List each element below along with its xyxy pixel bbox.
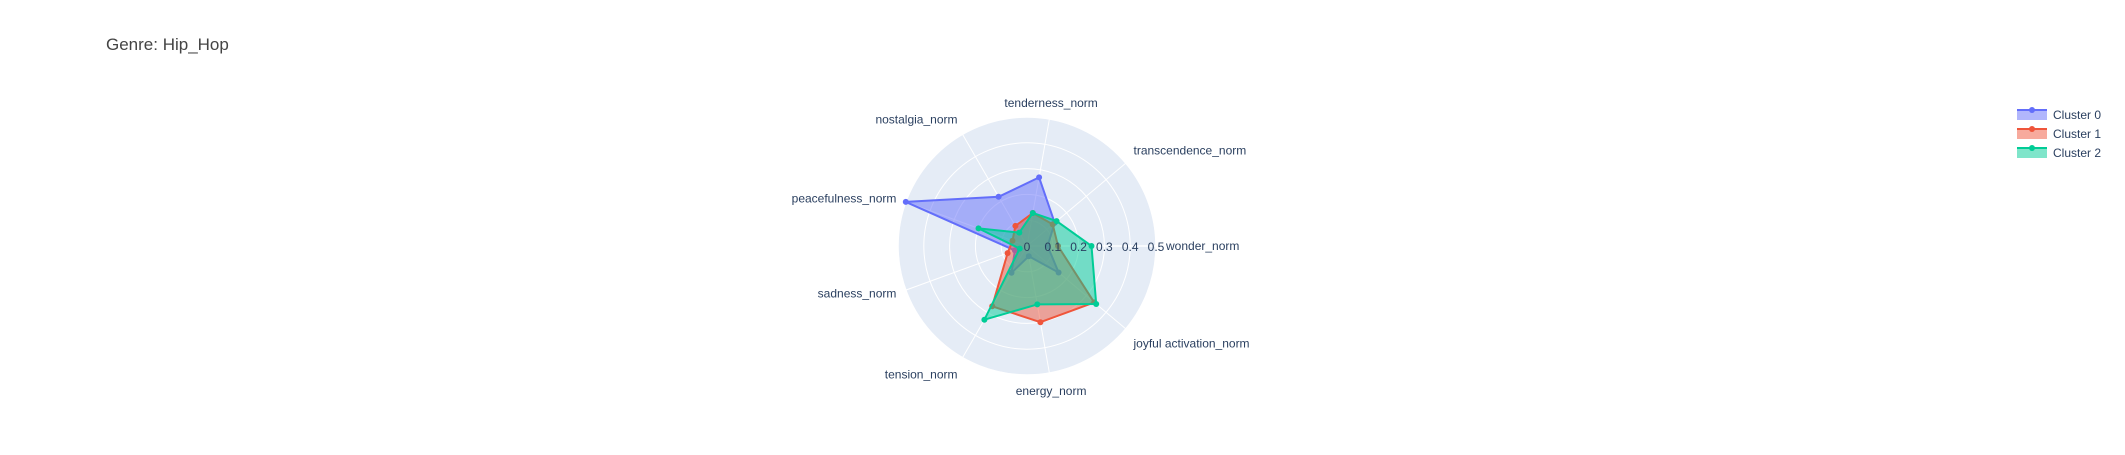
data-point[interactable] <box>1093 301 1100 307</box>
data-point[interactable] <box>902 198 909 205</box>
data-point[interactable] <box>1012 222 1019 229</box>
data-point[interactable] <box>975 225 982 232</box>
radial-axis-ticks: 0 0.1 0.2 0.3 0.4 0.5 <box>1024 240 1165 254</box>
data-point[interactable] <box>1004 250 1011 257</box>
legend-item[interactable]: Cluster 2 <box>2017 145 2101 160</box>
data-point[interactable] <box>1029 210 1036 216</box>
axis-label: transcendence_norm <box>1134 144 1247 158</box>
data-point[interactable] <box>1034 301 1041 308</box>
data-point[interactable] <box>981 316 988 323</box>
legend-swatch <box>2017 129 2047 139</box>
series-area[interactable] <box>977 212 1098 321</box>
axis-label: joyful activation_norm <box>1133 336 1250 350</box>
series-2 <box>975 210 1100 323</box>
legend-swatch <box>2017 148 2047 158</box>
legend[interactable]: Cluster 0 Cluster 1 Cluster 2 <box>2017 107 2101 160</box>
data-point[interactable] <box>1016 245 1023 252</box>
angular-axis-labels: wonder_norm transcendence_norm tenderness_… <box>792 96 1250 398</box>
data-point[interactable] <box>1016 229 1023 236</box>
axis-label: tension_norm <box>885 367 958 381</box>
legend-label: Cluster 1 <box>2053 127 2101 141</box>
radial-tick-label: 0.2 <box>1070 240 1087 254</box>
legend-label: Cluster 2 <box>2053 146 2101 160</box>
legend-marker <box>2029 145 2035 151</box>
axis-label: sadness_norm <box>818 287 897 301</box>
legend-item[interactable]: Cluster 1 <box>2017 126 2101 141</box>
radial-tick-label: 0.3 <box>1096 240 1113 254</box>
legend-marker <box>2029 126 2035 132</box>
radial-tick-label: 0.1 <box>1044 240 1061 254</box>
chart-title: Genre: Hip_Hop <box>106 35 229 54</box>
data-point[interactable] <box>1053 218 1060 225</box>
data-point[interactable] <box>1037 319 1044 326</box>
axis-label: wonder_norm <box>1165 239 1239 253</box>
outer-ring <box>897 116 1157 376</box>
legend-label: Cluster 0 <box>2053 108 2101 122</box>
axis-label: energy_norm <box>1016 384 1087 398</box>
data-point[interactable] <box>1088 243 1095 249</box>
data-point[interactable] <box>1036 174 1043 181</box>
legend-item[interactable]: Cluster 0 <box>2017 107 2101 122</box>
radial-tick-label: 0 <box>1024 240 1031 254</box>
legend-swatch <box>2017 110 2047 120</box>
radial-tick-label: 0.4 <box>1122 240 1139 254</box>
axis-label: nostalgia_norm <box>875 113 957 127</box>
axis-label: tenderness_norm <box>1004 96 1097 110</box>
legend-marker <box>2029 107 2035 113</box>
axis-label: peacefulness_norm <box>792 192 897 206</box>
radial-tick-label: 0.5 <box>1148 240 1165 254</box>
data-point[interactable] <box>995 193 1002 200</box>
series-layer <box>902 174 1100 326</box>
